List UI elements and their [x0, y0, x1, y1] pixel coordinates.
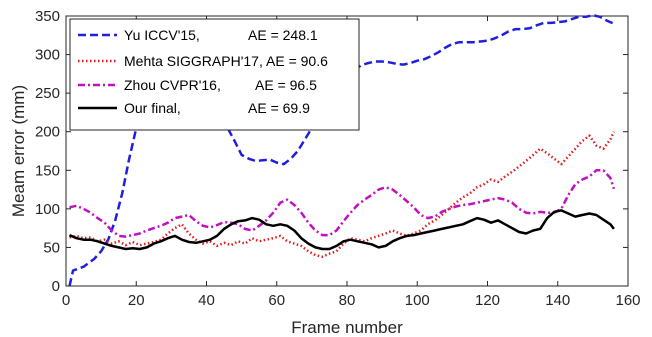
x-axis-label: Frame number	[291, 318, 403, 337]
legend-ae-value: AE = 69.9	[248, 100, 310, 116]
y-tick-label: 100	[35, 201, 60, 218]
legend-entry: Our final, AE = 69.9	[78, 100, 310, 116]
legend-ae-value: AE = 96.5	[255, 77, 317, 93]
legend-series-name: Yu ICCV'15,	[124, 27, 200, 43]
y-tick-label: 250	[35, 85, 60, 102]
legend-entry: Zhou CVPR'16, AE = 96.5	[78, 77, 317, 93]
series-line-1	[69, 131, 616, 258]
y-tick-label: 300	[35, 47, 60, 64]
x-tick-label: 40	[198, 292, 215, 309]
x-tick-label: 120	[475, 292, 500, 309]
series-line-2	[69, 169, 616, 238]
x-axis-ticks: 0 20 40 60 80 100 120 140 160	[62, 16, 641, 309]
y-tick-label: 350	[35, 8, 60, 25]
legend-series-name: Zhou CVPR'16,	[124, 77, 221, 93]
x-tick-label: 100	[405, 292, 430, 309]
x-tick-label: 160	[615, 292, 640, 309]
y-tick-label: 0	[52, 278, 60, 295]
x-tick-label: 60	[268, 292, 285, 309]
legend-series-name: Mehta SIGGRAPH'17,	[124, 53, 263, 69]
y-axis-ticks: 0 50 100 150 200 250 300 350	[35, 8, 628, 295]
x-tick-label: 20	[128, 292, 145, 309]
legend-series-name: Our final,	[124, 100, 181, 116]
series-line-3	[68, 209, 615, 251]
y-axis-label: Meam error (mm)	[9, 85, 28, 217]
x-tick-label: 0	[62, 292, 70, 309]
legend-ae-value: AE = 90.6	[266, 53, 328, 69]
legend: Yu ICCV'15, AE = 248.1 Mehta SIGGRAPH'17…	[69, 18, 360, 131]
x-tick-label: 80	[339, 292, 356, 309]
y-tick-label: 150	[35, 162, 60, 179]
legend-ae-value: AE = 248.1	[248, 27, 318, 43]
legend-box	[69, 18, 360, 131]
y-tick-label: 200	[35, 124, 60, 141]
legend-entry: Mehta SIGGRAPH'17, AE = 90.6	[78, 53, 328, 69]
x-tick-label: 140	[545, 292, 570, 309]
legend-entry: Yu ICCV'15, AE = 248.1	[78, 27, 318, 43]
y-tick-label: 50	[43, 239, 60, 256]
